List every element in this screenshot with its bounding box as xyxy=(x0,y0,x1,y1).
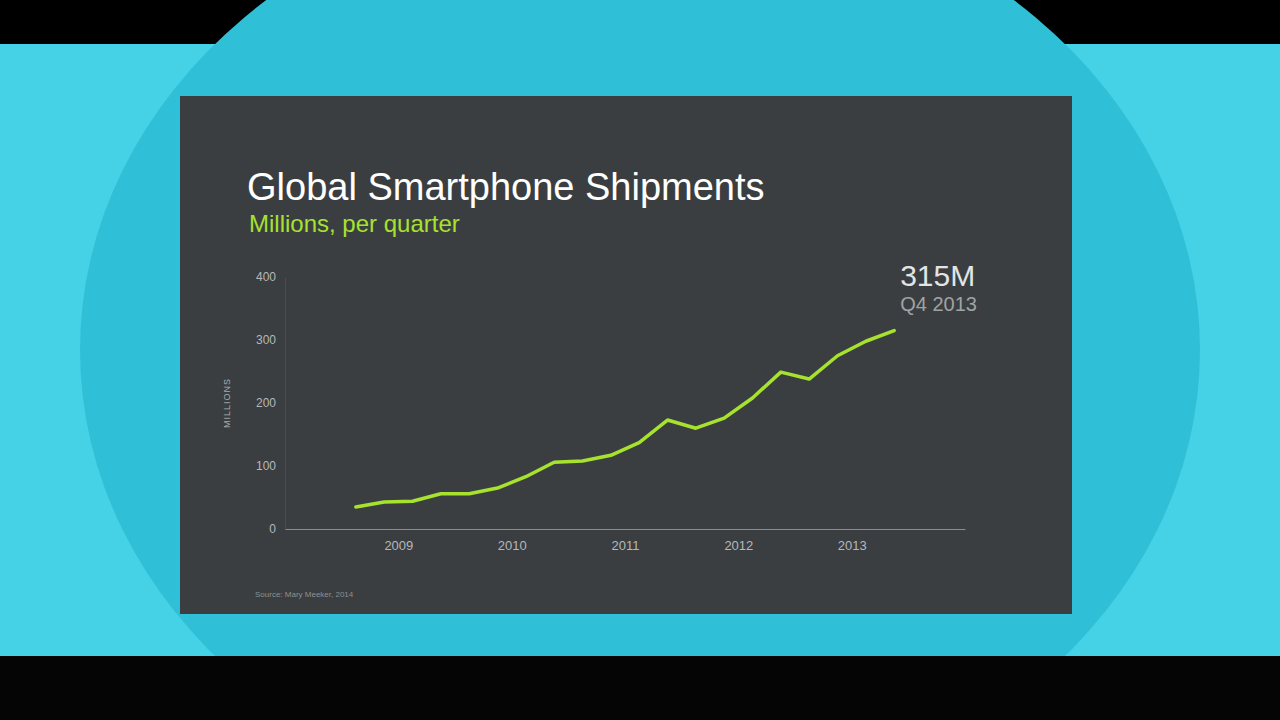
x-tick-label: 2011 xyxy=(612,538,640,553)
x-tick-label: 2009 xyxy=(384,538,413,553)
subtitle: Millions, per quarter xyxy=(249,210,460,237)
y-axis-title: MILLIONS xyxy=(222,378,232,428)
slide xyxy=(180,96,1072,614)
x-tick: 2011 xyxy=(612,529,640,553)
x-tick: 2010 xyxy=(498,529,527,553)
x-tick: 2012 xyxy=(724,529,753,553)
annotation-subtext: Q4 2013 xyxy=(900,293,977,315)
data-line xyxy=(356,331,894,507)
y-tick-label: 200 xyxy=(256,396,276,410)
x-axis-line xyxy=(286,529,966,530)
y-tick: 300 xyxy=(256,333,285,347)
screen-glow xyxy=(80,0,1200,720)
x-tick: 2013 xyxy=(838,529,867,553)
title: Global Smartphone Shipments xyxy=(247,166,765,208)
stage: Global Smartphone ShipmentsMillions, per… xyxy=(0,0,1280,720)
y-axis-line xyxy=(285,278,286,530)
y-tick-label: 100 xyxy=(256,459,276,473)
source: Source: Mary Meeker, 2014 xyxy=(255,590,354,599)
x-tick-label: 2012 xyxy=(724,538,753,553)
y-tick: 0 xyxy=(269,522,285,536)
y-tick-label: 400 xyxy=(256,270,276,284)
annotation: 315M xyxy=(900,259,975,292)
y-tick-label: 0 xyxy=(269,522,276,536)
x-tick-label: 2013 xyxy=(838,538,867,553)
y-tick: 200 xyxy=(256,396,285,410)
y-tick: 100 xyxy=(256,459,285,473)
x-tick-label: 2010 xyxy=(498,538,527,553)
x-tick: 2009 xyxy=(384,529,413,553)
stage-floor xyxy=(0,656,1280,720)
x-axis: 2009 2010 2011 2012 2013 xyxy=(286,529,966,553)
y-axis: 0 100 200 300 400 xyxy=(256,270,286,536)
y-tick: 400 xyxy=(256,270,285,284)
plot-area xyxy=(356,331,894,507)
y-tick-label: 300 xyxy=(256,333,276,347)
